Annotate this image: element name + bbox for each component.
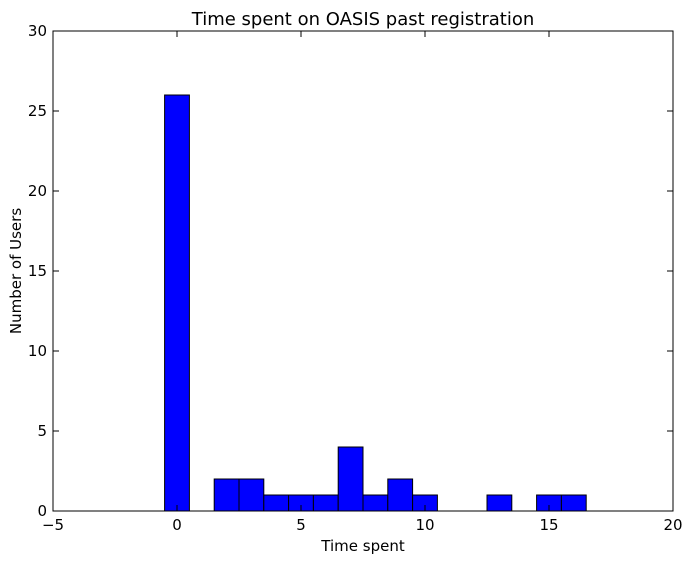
y-tick-label: 5 bbox=[37, 422, 47, 440]
y-tick-label: 20 bbox=[28, 182, 47, 200]
histogram-bar-6 bbox=[312, 494, 339, 512]
histogram-bar-4 bbox=[263, 494, 290, 512]
x-tick-label: 0 bbox=[172, 516, 182, 534]
histogram-bar-9 bbox=[387, 478, 414, 512]
x-axis-label: Time spent bbox=[320, 537, 405, 555]
x-tick-label: 10 bbox=[415, 516, 434, 534]
x-tick-label: 15 bbox=[539, 516, 558, 534]
x-tick-label: −5 bbox=[42, 516, 64, 534]
histogram-bar-3 bbox=[238, 478, 265, 512]
y-tick-label: 0 bbox=[37, 502, 47, 520]
plot-frame bbox=[52, 30, 674, 512]
bars-group bbox=[164, 94, 587, 512]
y-tick-label: 30 bbox=[28, 22, 47, 40]
y-tick-label: 10 bbox=[28, 342, 47, 360]
histogram-bar-7 bbox=[337, 446, 364, 512]
y-tick-label: 15 bbox=[28, 262, 47, 280]
histogram-bar-0 bbox=[164, 94, 190, 512]
histogram-bar-16 bbox=[560, 494, 587, 512]
x-tick-label: 5 bbox=[296, 516, 306, 534]
chart-title: Time spent on OASIS past registration bbox=[191, 9, 535, 30]
histogram-bar-8 bbox=[362, 494, 389, 512]
histogram-bar-13 bbox=[486, 494, 513, 512]
x-tick-label: 20 bbox=[663, 516, 682, 534]
y-axis-label: Number of Users bbox=[7, 208, 25, 334]
histogram-bar-2 bbox=[213, 478, 240, 512]
y-tick-label: 25 bbox=[28, 102, 47, 120]
